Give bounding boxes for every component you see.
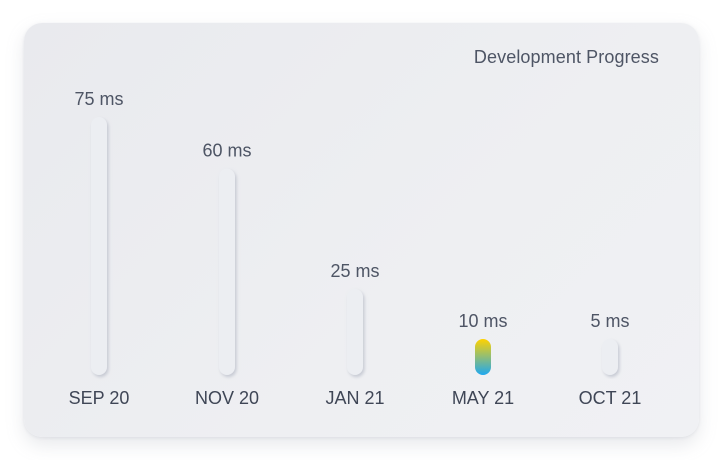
value-label: 25 ms — [330, 261, 379, 281]
bar-oct-21 — [602, 339, 618, 375]
value-label: 75 ms — [74, 89, 123, 109]
value-label: 10 ms — [458, 311, 507, 331]
category-label: OCT 21 — [579, 388, 642, 408]
category-label: MAY 21 — [452, 388, 514, 408]
chart-title: Development Progress — [473, 47, 659, 67]
category-label: JAN 21 — [325, 388, 384, 408]
category-label: NOV 20 — [195, 388, 259, 408]
bar-may-21 — [475, 339, 491, 375]
bar-sep-20 — [91, 117, 107, 375]
value-label: 5 ms — [590, 311, 629, 331]
bar-jan-21 — [347, 289, 363, 375]
value-label: 60 ms — [202, 141, 251, 161]
bar-nov-20 — [219, 168, 235, 375]
category-label: SEP 20 — [69, 388, 130, 408]
